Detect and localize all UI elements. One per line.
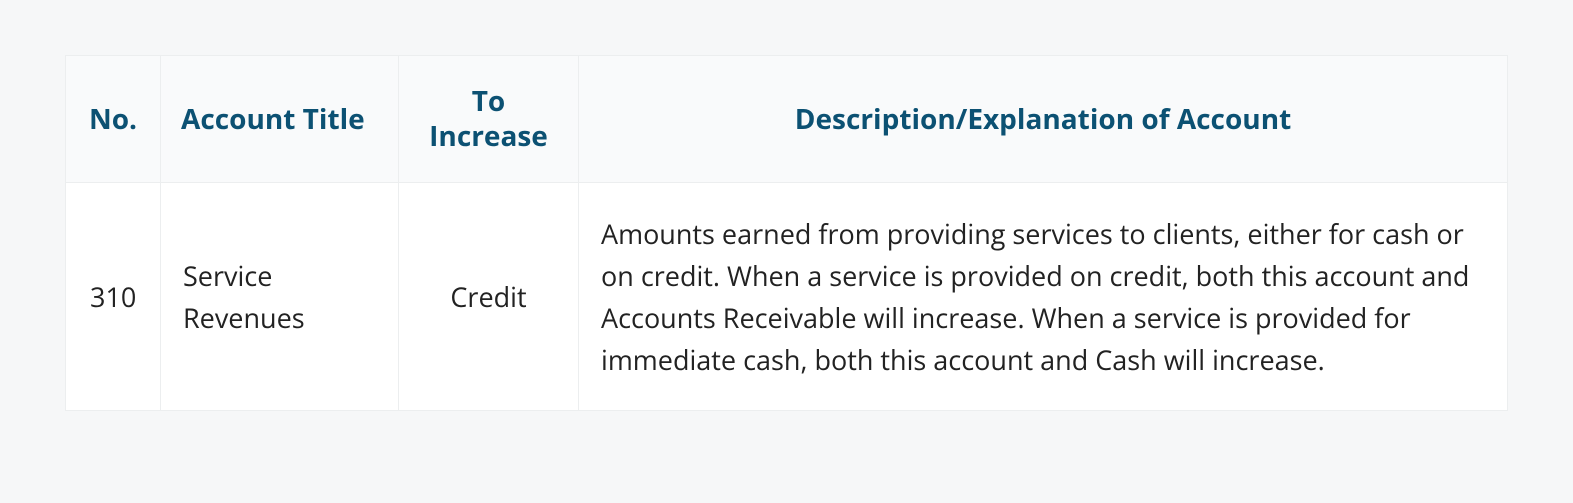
accounts-table: No. Account Title To Increase Descriptio…: [65, 55, 1508, 411]
cell-description: Amounts earned from providing services t…: [579, 183, 1508, 411]
table-row: 310 Service Revenues Credit Amounts earn…: [66, 183, 1508, 411]
cell-account-no: 310: [66, 183, 161, 411]
cell-account-title: Service Revenues: [161, 183, 399, 411]
cell-to-increase: Credit: [399, 183, 579, 411]
column-header-account-title: Account Title: [161, 56, 399, 183]
column-header-no: No.: [66, 56, 161, 183]
table-header-row: No. Account Title To Increase Descriptio…: [66, 56, 1508, 183]
table-body: 310 Service Revenues Credit Amounts earn…: [66, 183, 1508, 411]
page-container: No. Account Title To Increase Descriptio…: [0, 0, 1573, 466]
column-header-description: Description/Explanation of Account: [579, 56, 1508, 183]
table-header: No. Account Title To Increase Descriptio…: [66, 56, 1508, 183]
column-header-to-increase: To Increase: [399, 56, 579, 183]
